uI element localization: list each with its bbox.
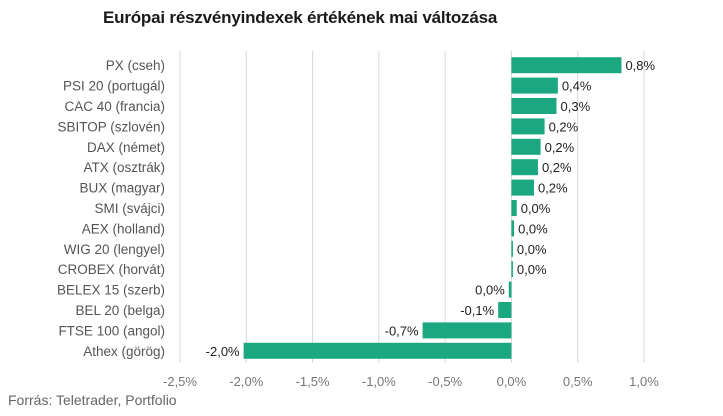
value-label: 0,3% xyxy=(561,99,591,114)
category-label: DAX (német) xyxy=(87,140,165,155)
category-label: PX (cseh) xyxy=(106,58,165,73)
bar xyxy=(511,138,541,155)
bar xyxy=(511,261,513,278)
x-tick-label: -2,5% xyxy=(163,374,197,389)
value-label: -2,0% xyxy=(206,344,240,359)
category-label: BUX (magyar) xyxy=(79,181,165,196)
bar xyxy=(508,281,512,298)
x-tick-label: -0,5% xyxy=(428,374,462,389)
category-label: CROBEX (horvát) xyxy=(58,262,165,277)
gridlines xyxy=(179,51,645,363)
bars xyxy=(243,57,622,359)
bar xyxy=(511,159,538,176)
x-tick-label: -2,0% xyxy=(229,374,263,389)
bar xyxy=(511,240,513,257)
bar xyxy=(422,322,512,339)
bar xyxy=(511,200,517,216)
value-label: 0,0% xyxy=(518,221,548,236)
category-label: BEL 20 (belga) xyxy=(75,303,165,318)
bar xyxy=(511,98,557,114)
category-label: Athex (görög) xyxy=(83,344,165,359)
bar xyxy=(511,77,558,94)
category-label: ATX (osztrák) xyxy=(83,160,165,175)
value-label: 0,0% xyxy=(517,242,547,257)
value-label: 0,0% xyxy=(475,283,505,298)
bar xyxy=(511,118,545,135)
category-label: SBITOP (szlovén) xyxy=(57,119,165,134)
x-tick-label: -1,0% xyxy=(362,374,396,389)
x-axis-ticks: -2,5% -2,0% -1,5% -1,0% -0,5% 0,0% 0,5% 1,0% xyxy=(163,374,659,389)
value-label: 0,2% xyxy=(545,140,575,155)
value-label: -0,7% xyxy=(385,323,419,338)
value-labels: 0,8% 0,4% 0,3% 0,2% 0,2% 0,2% 0,2% 0,0% 0,0% 0,0%… xyxy=(206,58,656,359)
category-label: CAC 40 (francia) xyxy=(64,99,165,114)
value-label: 0,2% xyxy=(542,160,572,175)
bar xyxy=(498,302,512,318)
value-label: 0,8% xyxy=(625,58,655,73)
category-label: SMI (svájci) xyxy=(95,201,166,216)
category-label: AEX (holland) xyxy=(82,221,165,236)
x-tick-label: 0,5% xyxy=(563,374,593,389)
category-label: FTSE 100 (angol) xyxy=(58,323,165,338)
chart-title: Európai részvényindexek értékének mai vá… xyxy=(103,8,498,27)
source-note: Forrás: Teletrader, Portfolio xyxy=(8,392,177,408)
category-label: BELEX 15 (szerb) xyxy=(57,283,165,298)
x-tick-label: 0,0% xyxy=(497,374,527,389)
x-tick-label: 1,0% xyxy=(629,374,659,389)
bar xyxy=(243,342,512,359)
value-label: 0,4% xyxy=(562,79,592,94)
bar xyxy=(511,179,534,196)
value-label: 0,2% xyxy=(538,181,568,196)
bar xyxy=(511,57,622,74)
bar xyxy=(511,220,515,237)
category-label: WIG 20 (lengyel) xyxy=(64,242,165,257)
value-label: 0,2% xyxy=(549,119,579,134)
value-label: 0,0% xyxy=(517,262,547,277)
value-label: -0,1% xyxy=(460,303,494,318)
category-labels: PX (cseh) PSI 20 (portugál) CAC 40 (franci… xyxy=(57,58,165,359)
value-label: 0,0% xyxy=(521,201,551,216)
category-label: PSI 20 (portugál) xyxy=(63,79,165,94)
x-tick-label: -1,5% xyxy=(296,374,330,389)
